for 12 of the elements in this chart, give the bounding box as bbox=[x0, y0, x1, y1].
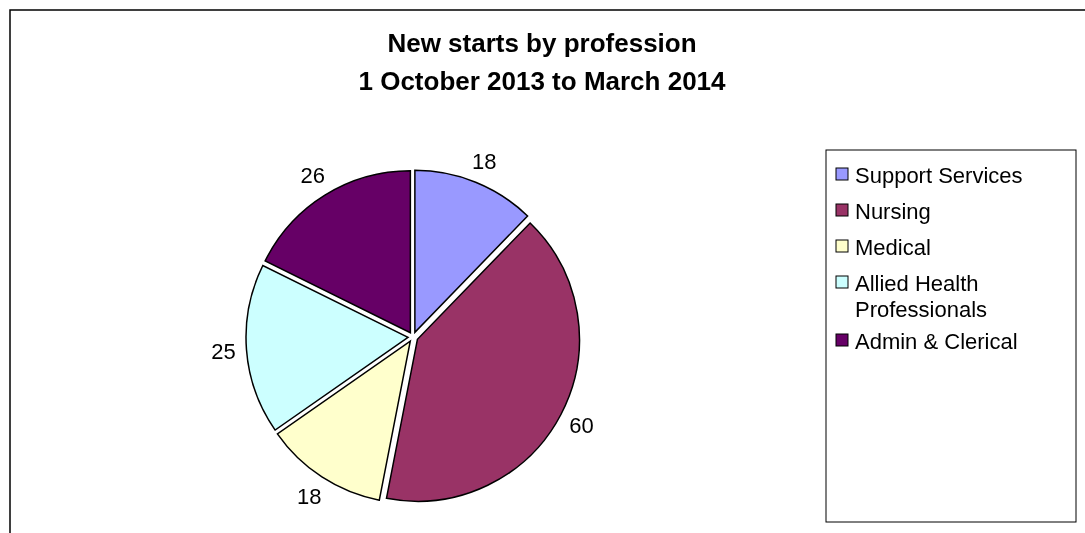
data-label: 18 bbox=[472, 148, 497, 174]
legend-label: Nursing bbox=[855, 198, 931, 224]
data-label: 25 bbox=[211, 338, 236, 364]
legend-label: Admin & Clerical bbox=[855, 328, 1018, 354]
chart-title: New starts by profession bbox=[387, 28, 697, 58]
data-label: 60 bbox=[569, 412, 594, 438]
legend-label: Allied Health Professionals bbox=[855, 270, 988, 322]
legend-label: Support Services bbox=[855, 162, 1023, 188]
legend-label: Medical bbox=[855, 234, 931, 260]
data-label: 18 bbox=[297, 483, 322, 509]
chart-subtitle: 1 October 2013 to March 2014 bbox=[358, 66, 727, 96]
data-label: 26 bbox=[300, 163, 326, 189]
